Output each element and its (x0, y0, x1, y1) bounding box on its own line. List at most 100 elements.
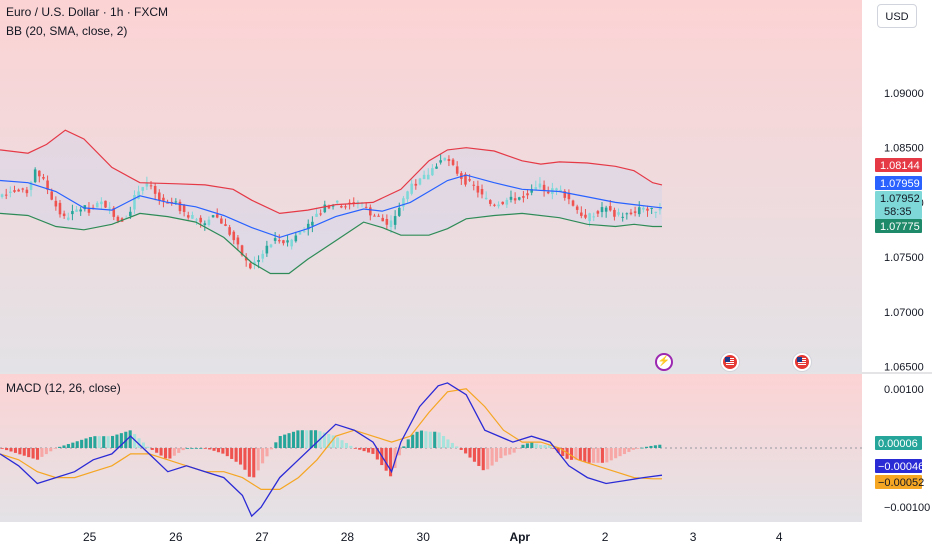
candle-body (642, 207, 645, 210)
macd-histogram-bar (530, 442, 534, 448)
macd-histogram-bar (406, 439, 410, 448)
flag-canton (797, 357, 802, 362)
candle-body (83, 205, 87, 210)
macd-histogram-bar (490, 448, 494, 466)
macd-histogram-bar (221, 448, 225, 454)
macd-histogram-bar (137, 438, 141, 448)
macd-histogram-bar (609, 448, 613, 461)
candle-body (42, 177, 45, 179)
macd-histogram-bar (9, 448, 13, 452)
macd-histogram-bar (97, 436, 101, 448)
macd-histogram-bar (80, 439, 84, 448)
macd-histogram-bar (397, 448, 401, 456)
macd-histogram-bar (622, 448, 627, 455)
macd-histogram-bar (163, 448, 168, 459)
candle-body (166, 202, 169, 204)
candle-body (559, 189, 562, 192)
macd-histogram-bar (155, 448, 159, 453)
candle-body (277, 240, 281, 242)
candle-body (265, 245, 269, 254)
candle-body (555, 188, 558, 191)
candle-body (100, 201, 103, 205)
candle-body (493, 204, 496, 206)
macd-histogram-bar (534, 443, 538, 448)
candle-body (253, 261, 256, 265)
candle-body (327, 206, 331, 209)
candle-body (232, 231, 236, 241)
macd-histogram-bar (631, 448, 635, 450)
macd-histogram-bar (499, 448, 503, 459)
bollinger-legend[interactable]: BB (20, SMA, close, 2) (6, 24, 128, 38)
candle-body (129, 211, 132, 217)
axes: 1.065001.070001.075001.080001.085001.090… (83, 88, 930, 544)
candle-body (87, 208, 91, 213)
candle-body (443, 157, 447, 161)
macd-legend[interactable]: MACD (12, 26, close) (6, 381, 121, 395)
macd-histogram-bar (331, 435, 335, 448)
candle-body (604, 207, 608, 212)
candle-body (195, 219, 198, 221)
currency-button[interactable]: USD (877, 4, 917, 28)
macd-histogram-bar (525, 443, 529, 448)
macd-histogram-bar (411, 434, 415, 448)
candle-body (54, 200, 58, 207)
macd-histogram-bar (265, 448, 269, 457)
candle-body (509, 196, 513, 200)
macd-histogram-bar (556, 448, 560, 453)
candle-body (422, 174, 426, 180)
candle-body (542, 184, 546, 191)
macd-tick-label: 0.00100 (884, 384, 924, 396)
macd-histogram-bar (230, 448, 234, 459)
flag-canton (725, 357, 730, 362)
macd-histogram-bar (119, 433, 123, 448)
us-flag-icon[interactable] (793, 353, 811, 371)
price-label-upper-text: 1.08144 (880, 160, 920, 172)
symbol-title[interactable]: Euro / U.S. Dollar · 1h · FXCM (6, 5, 169, 19)
candle-body (596, 211, 600, 214)
macd-histogram-bar (477, 448, 481, 466)
candle-body (600, 207, 604, 213)
candle-body (364, 206, 368, 208)
macd-histogram-bar (649, 445, 653, 448)
macd-histogram-bar (208, 448, 212, 450)
macd-histogram-bar (384, 448, 388, 471)
macd-histogram-bar (269, 448, 273, 450)
candle-body (410, 183, 413, 194)
candle-body (406, 191, 409, 200)
macd-label-signal (875, 475, 922, 489)
candle-body (455, 166, 459, 174)
macd-histogram-bar (605, 448, 609, 463)
macd-signal-line (0, 388, 662, 490)
candle-body (567, 192, 571, 200)
macd-histogram-bar (190, 448, 194, 449)
us-flag-icon[interactable] (721, 353, 739, 371)
macd-histogram-bar (225, 448, 229, 457)
candle-body (480, 188, 484, 195)
macd-histogram-bar (596, 448, 600, 463)
macd-histogram-bar (503, 448, 507, 456)
candle-body (269, 244, 273, 248)
bollinger-band-fill (0, 130, 662, 274)
price-label-basis-text: 1.07959 (880, 178, 920, 190)
macd-histogram-bar (106, 436, 110, 448)
flag-stripes (798, 358, 806, 366)
price-pane (0, 129, 663, 275)
candle-body (203, 223, 207, 226)
macd-histogram-bar (543, 445, 547, 448)
macd-histogram-bar (402, 446, 406, 448)
candle-body (646, 208, 649, 211)
candle-body (377, 215, 380, 217)
time-tick-label: Apr (509, 530, 530, 544)
candle-body (273, 238, 277, 241)
price-tick-label: 1.09000 (884, 88, 924, 100)
macd-histogram-bar (521, 444, 525, 448)
price-label-basis (875, 176, 922, 190)
candle-body (397, 207, 401, 216)
candle-body (66, 217, 70, 220)
macd-histogram-bar (636, 448, 640, 449)
candle-body (637, 207, 641, 215)
candle-body (633, 211, 637, 213)
lightning-icon[interactable]: ⚡ (655, 353, 673, 371)
candle-body (21, 188, 25, 190)
